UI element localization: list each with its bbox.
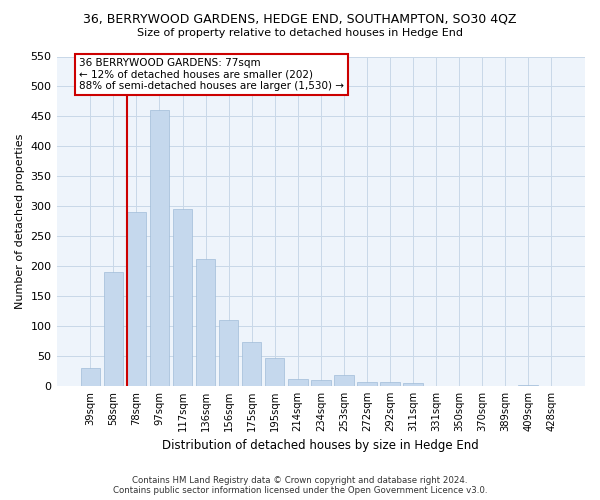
Bar (80, 368, 100, 386)
Bar (403, 383, 423, 386)
Bar (219, 320, 238, 386)
Bar (127, 212, 146, 386)
Bar (288, 378, 308, 386)
Bar (173, 209, 193, 386)
Text: Size of property relative to detached houses in Hedge End: Size of property relative to detached ho… (137, 28, 463, 38)
Bar (357, 382, 377, 386)
Bar (149, 110, 169, 386)
Bar (311, 380, 331, 386)
Y-axis label: Number of detached properties: Number of detached properties (15, 134, 25, 309)
Bar (104, 272, 123, 386)
Bar (265, 358, 284, 386)
Text: 36, BERRYWOOD GARDENS, HEDGE END, SOUTHAMPTON, SO30 4QZ: 36, BERRYWOOD GARDENS, HEDGE END, SOUTHA… (83, 12, 517, 26)
Bar (518, 384, 538, 386)
X-axis label: Distribution of detached houses by size in Hedge End: Distribution of detached houses by size … (163, 440, 479, 452)
Bar (334, 375, 353, 386)
Bar (380, 382, 400, 386)
Bar (242, 342, 262, 386)
Text: 36 BERRYWOOD GARDENS: 77sqm
← 12% of detached houses are smaller (202)
88% of se: 36 BERRYWOOD GARDENS: 77sqm ← 12% of det… (79, 58, 344, 91)
Bar (196, 259, 215, 386)
Text: Contains HM Land Registry data © Crown copyright and database right 2024.
Contai: Contains HM Land Registry data © Crown c… (113, 476, 487, 495)
